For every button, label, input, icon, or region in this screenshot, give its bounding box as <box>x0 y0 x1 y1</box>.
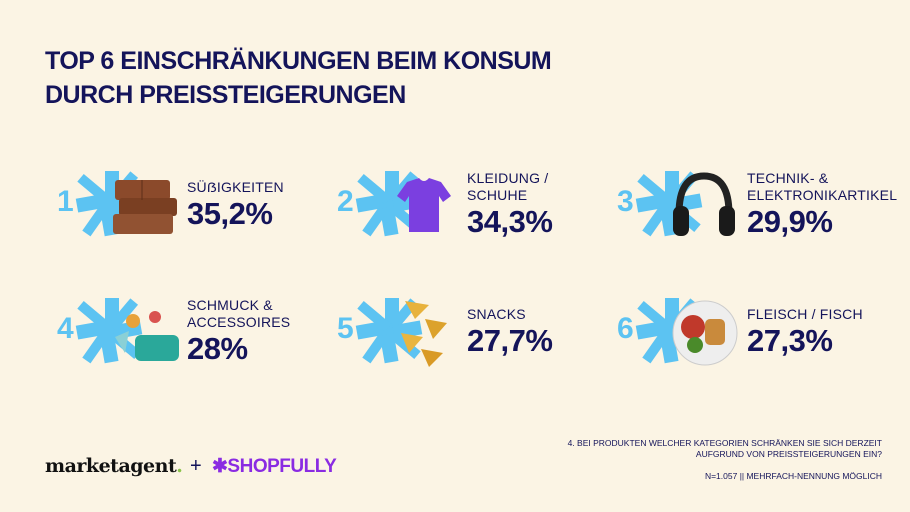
rank-number: 1 <box>57 185 74 218</box>
meat-plate-image <box>672 300 738 366</box>
ranking-item: 3 TECHNIK- & ELEKTRONIKARTIKEL 29,9% <box>617 155 898 255</box>
title-line-2: DURCH PREISSTEIGERUNGEN <box>45 81 406 109</box>
chocolate-image <box>113 180 177 234</box>
ranking-item: 2 KLEIDUNG / SCHUHE 34,3% <box>337 155 607 255</box>
category-label: SCHMUCK & ACCESSOIRES <box>187 297 291 330</box>
shopfully-logo: ✱SHOPFULLY <box>212 456 337 477</box>
chips-image <box>401 301 447 367</box>
headphones-image <box>673 172 735 236</box>
rank-number: 5 <box>337 312 354 345</box>
percentage-value: 34,3% <box>467 204 553 239</box>
category-label: SNACKS <box>467 305 526 322</box>
title-line-1: TOP 6 EINSCHRÄNKUNGEN BEIM KONSUM <box>45 47 552 75</box>
rank-number: 2 <box>337 185 354 218</box>
category-label: KLEIDUNG / SCHUHE <box>467 170 549 203</box>
percentage-value: 28% <box>187 331 248 366</box>
percentage-value: 35,2% <box>187 195 273 231</box>
question-text: 4. BEI PRODUKTEN WELCHER KATEGORIEN SCHR… <box>567 438 882 459</box>
ranking-item: 4 SCHMUCK & ACCESSOIRES 28% <box>57 282 327 382</box>
plus-sign: + <box>190 455 202 477</box>
category-label: SÜẞIGKEITEN <box>187 178 284 195</box>
percentage-value: 27,7% <box>467 322 553 358</box>
ranking-item: 1 SÜẞIGKEITEN 35,2% <box>57 155 327 255</box>
category-label: FLEISCH / FISCH <box>747 305 863 322</box>
percentage-value: 29,9% <box>747 204 833 239</box>
rank-number: 4 <box>57 312 74 345</box>
marketagent-logo: marketagent. <box>45 455 183 477</box>
ranking-item: 6 FLEISCH / FISCH 27,3% <box>617 282 887 382</box>
page-title: TOP 6 EINSCHRÄNKUNGEN BEIM KONSUM DURCH … <box>45 44 552 112</box>
accessories-image <box>115 311 179 361</box>
sample-note: N=1.057 || MEHRFACH-NENNUNG MÖGLICH <box>704 471 882 481</box>
category-label: TECHNIK- & ELEKTRONIKARTIKEL <box>747 170 898 203</box>
percentage-value: 27,3% <box>747 322 833 358</box>
tshirt-image <box>397 178 451 232</box>
ranking-item: 5 SNACKS 27,7% <box>337 282 607 382</box>
rank-number: 6 <box>617 312 634 345</box>
rank-number: 3 <box>617 185 634 218</box>
